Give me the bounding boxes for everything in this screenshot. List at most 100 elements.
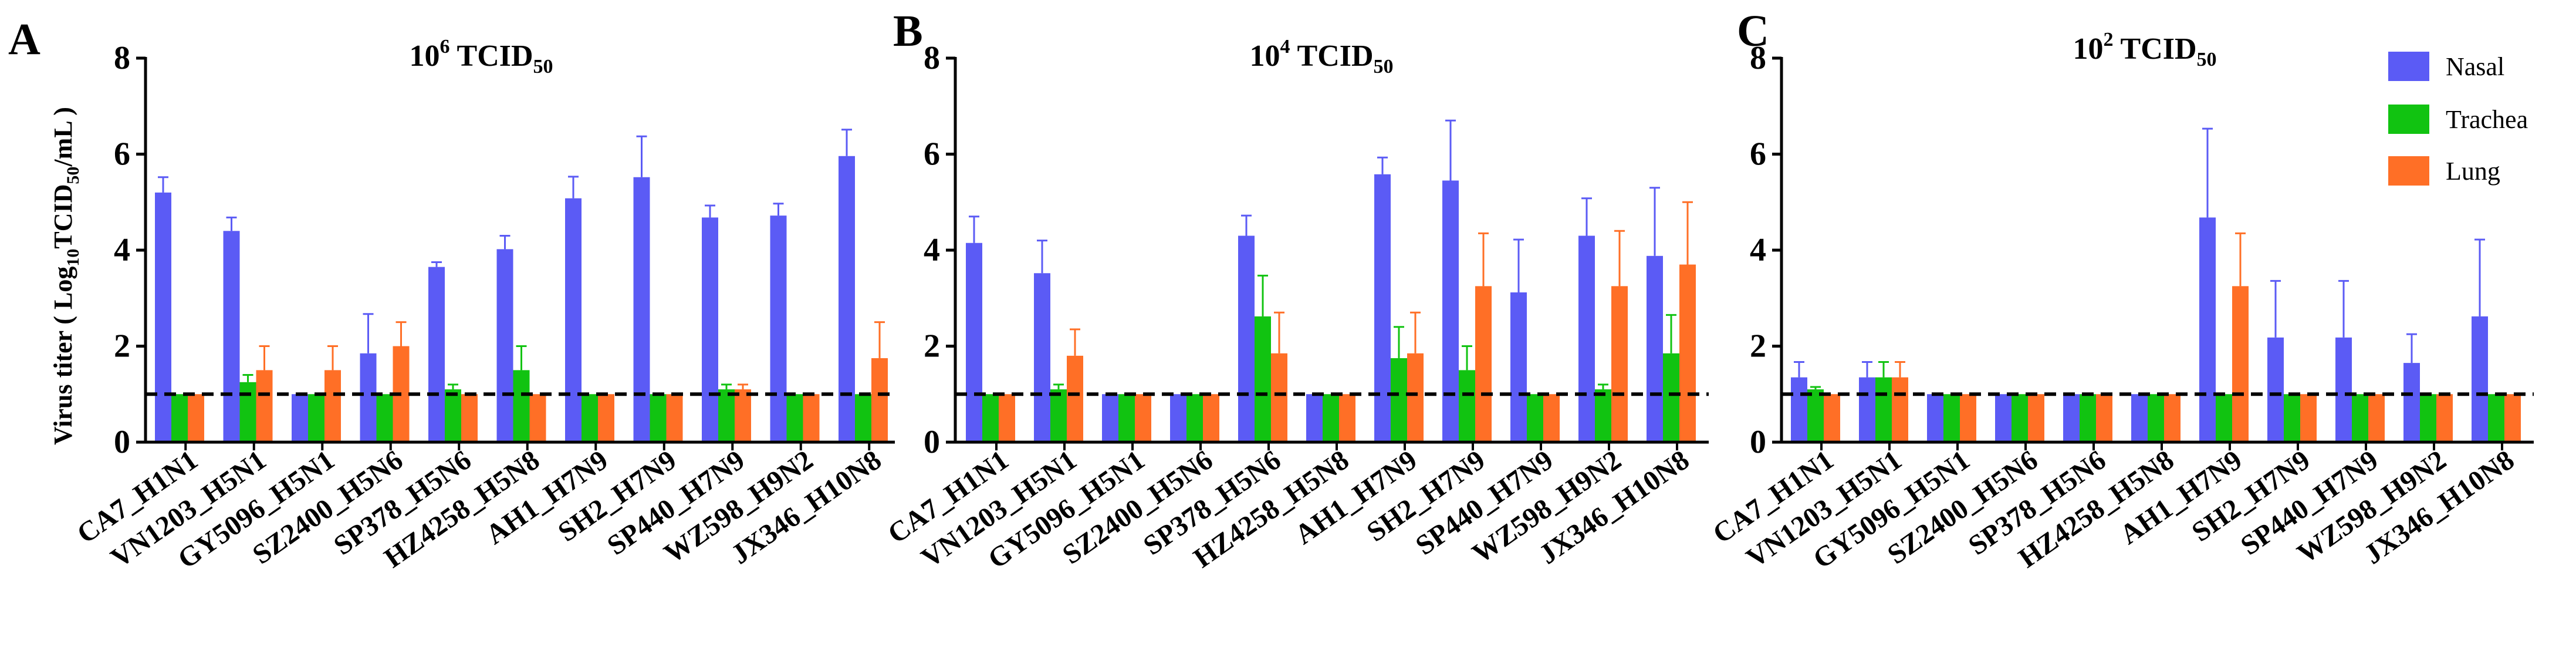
panel-title-a: 106 TCID50: [409, 36, 553, 78]
bar-c-lung-6: [2232, 286, 2249, 442]
bar-b-nasal-1: [1034, 273, 1050, 442]
y-tick-label-c-3: 6: [1750, 136, 1766, 173]
bar-c-lung-5: [2164, 394, 2181, 442]
y-tick-label-c-1: 2: [1750, 328, 1766, 365]
bar-b-lung-7: [1475, 286, 1492, 442]
bar-b-lung-2: [1135, 394, 1151, 442]
bar-b-nasal-5: [1306, 394, 1323, 442]
bar-c-nasal-4: [2063, 394, 2080, 442]
panel-letter-b: B: [893, 6, 923, 56]
bar-b-nasal-9: [1578, 235, 1595, 442]
bar-a-trachea-6: [582, 394, 598, 442]
bar-c-lung-9: [2436, 394, 2453, 442]
bar-b-nasal-6: [1374, 174, 1391, 442]
bar-b-trachea-5: [1323, 394, 1339, 442]
y-tick-label-b-1: 2: [924, 328, 940, 365]
bar-c-trachea-10: [2488, 394, 2504, 442]
bar-a-nasal-2: [292, 394, 308, 442]
bar-b-nasal-3: [1170, 394, 1186, 442]
y-tick-label-c-0: 0: [1750, 424, 1766, 460]
y-tick-label-b-4: 8: [924, 40, 940, 76]
bar-c-trachea-1: [1875, 377, 1892, 442]
y-tick-label-a-4: 8: [114, 40, 130, 76]
bar-a-trachea-7: [650, 394, 667, 442]
y-axis-label-prefix: Virus titer ( Log: [49, 267, 77, 445]
bar-c-trachea-3: [2012, 394, 2028, 442]
bar-b-trachea-8: [1527, 394, 1543, 442]
bar-c-nasal-2: [1927, 394, 1943, 442]
bar-a-nasal-7: [633, 177, 650, 442]
legend-label-lung: Lung: [2446, 157, 2500, 186]
panel-a: 02468CA7_H1N1VN1203_H5N1GY5096_H5N1SZ240…: [72, 40, 895, 575]
bar-c-trachea-6: [2216, 394, 2232, 442]
bar-b-lung-1: [1067, 355, 1083, 442]
bar-a-trachea-9: [786, 394, 803, 442]
bar-c-lung-1: [1892, 377, 1908, 442]
bar-b-nasal-8: [1510, 292, 1527, 442]
bar-b-lung-3: [1203, 394, 1219, 442]
panel-title-b: 104 TCID50: [1249, 36, 1393, 78]
panel-letter-c: C: [1737, 6, 1769, 56]
legend-label-trachea: Trachea: [2446, 105, 2528, 134]
bar-b-trachea-1: [1050, 389, 1067, 442]
bar-a-trachea-10: [855, 394, 871, 442]
y-tick-label-a-1: 2: [114, 328, 130, 365]
bar-a-nasal-0: [155, 192, 171, 442]
bar-a-lung-10: [871, 358, 888, 442]
bar-b-lung-4: [1271, 353, 1287, 442]
bar-c-nasal-3: [1995, 394, 2012, 442]
bar-a-trachea-0: [171, 394, 188, 442]
bar-a-trachea-2: [308, 394, 324, 442]
bar-a-trachea-8: [718, 389, 735, 442]
bar-a-nasal-4: [428, 267, 445, 442]
bar-a-nasal-1: [223, 231, 240, 442]
bar-c-trachea-7: [2284, 394, 2300, 442]
bar-a-lung-7: [666, 394, 683, 442]
bar-c-nasal-7: [2267, 337, 2284, 442]
bar-c-trachea-8: [2352, 394, 2368, 442]
bar-b-trachea-0: [982, 394, 999, 442]
y-axis-label-sub2: 50: [63, 167, 83, 184]
bar-a-lung-1: [256, 370, 273, 442]
bar-b-trachea-3: [1186, 394, 1203, 442]
bar-a-lung-5: [529, 394, 546, 442]
bar-c-lung-3: [2028, 394, 2044, 442]
bar-b-lung-5: [1339, 394, 1355, 442]
bar-c-lung-4: [2096, 394, 2112, 442]
bar-b-nasal-2: [1102, 394, 1118, 442]
panel-title-c: 102 TCID50: [2073, 29, 2216, 70]
y-tick-label-b-2: 4: [924, 232, 940, 268]
y-tick-label-c-4: 8: [1750, 40, 1766, 76]
bar-c-trachea-9: [2420, 394, 2436, 442]
bar-c-trachea-0: [1807, 389, 1824, 442]
bar-b-trachea-7: [1459, 370, 1475, 442]
legend-swatch-nasal: [2388, 52, 2429, 81]
y-tick-label-a-2: 4: [114, 232, 130, 268]
bar-a-nasal-3: [360, 353, 377, 442]
bar-c-nasal-9: [2403, 363, 2420, 442]
bar-a-trachea-1: [239, 382, 256, 442]
y-axis-label: Virus titer ( Log10TCID50/mL ): [49, 107, 83, 445]
bar-a-nasal-6: [565, 198, 582, 442]
bar-c-nasal-10: [2472, 316, 2488, 442]
y-tick-label-a-0: 0: [114, 424, 130, 460]
bar-a-trachea-5: [513, 370, 530, 442]
bar-c-lung-10: [2504, 394, 2521, 442]
bar-b-trachea-2: [1118, 394, 1135, 442]
legend: Nasal Trachea Lung: [2388, 52, 2528, 186]
y-tick-label-a-3: 6: [114, 136, 130, 173]
bar-c-nasal-8: [2335, 337, 2352, 442]
y-axis-label-suffix: /mL ): [49, 107, 77, 167]
panel-c: 02468CA7_H1N1VN1203_H5N1GY5096_H5N1SZ240…: [1708, 40, 2534, 575]
bar-b-trachea-4: [1255, 316, 1271, 442]
bar-a-trachea-4: [445, 389, 461, 442]
y-axis-label-sub: 10: [63, 249, 83, 267]
bar-b-lung-0: [999, 394, 1015, 442]
bar-a-trachea-3: [376, 394, 393, 442]
bar-c-nasal-6: [2199, 217, 2216, 442]
bar-a-lung-6: [598, 394, 614, 442]
legend-swatch-lung: [2388, 156, 2429, 186]
bar-b-lung-8: [1543, 394, 1560, 442]
y-tick-label-b-3: 6: [924, 136, 940, 173]
